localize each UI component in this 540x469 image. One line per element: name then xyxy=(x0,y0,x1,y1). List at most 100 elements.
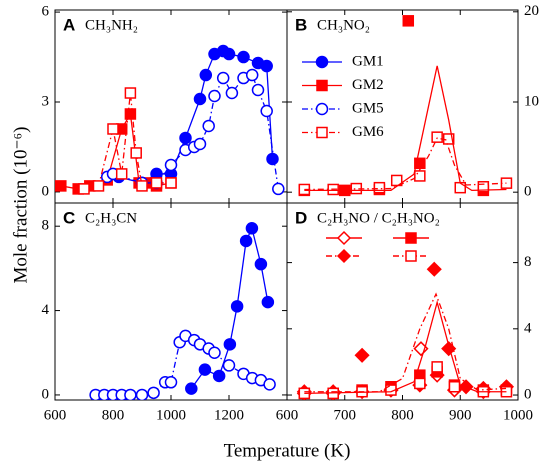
marker xyxy=(193,92,207,106)
series-line xyxy=(304,292,507,393)
plot-area xyxy=(296,261,515,400)
marker xyxy=(316,126,328,139)
series-line xyxy=(304,299,507,395)
panel-title: CH₃NH₂ xyxy=(85,17,138,33)
legend-label: GM6 xyxy=(352,124,384,140)
marker xyxy=(245,68,259,82)
legend-label: GM1 xyxy=(352,53,384,69)
plot-area xyxy=(89,222,276,400)
marker xyxy=(266,152,279,166)
marker xyxy=(199,68,213,82)
marker xyxy=(426,261,442,277)
plot-area xyxy=(298,15,513,197)
marker xyxy=(92,180,105,192)
plot-area xyxy=(55,44,285,196)
y-tick-label: 0 xyxy=(42,183,50,199)
y-tick-label: 10 xyxy=(524,93,539,109)
panel-title: C₂H₃NO / C₂H₃NO₂ xyxy=(317,210,440,226)
marker xyxy=(202,119,215,133)
x-tick-label: 900 xyxy=(449,407,472,423)
x-tick-label: 600 xyxy=(44,407,67,423)
marker xyxy=(193,137,207,151)
marker xyxy=(237,50,250,64)
y-axis-label: Mole fraction (10⁻⁶) xyxy=(10,127,31,284)
panel: 600 700 800 900 1000 0 4 8 D C₂H₃NO / C₂H₃NO₂ xyxy=(276,202,533,423)
marker xyxy=(354,347,370,363)
plot-frame xyxy=(286,202,519,401)
y-tick-label: 20 xyxy=(524,3,539,19)
marker xyxy=(185,382,198,395)
marker xyxy=(263,378,276,391)
y-tick-label: 3 xyxy=(42,93,50,109)
marker xyxy=(402,15,415,27)
panel-label: A xyxy=(63,15,75,34)
key-marker xyxy=(405,232,417,244)
marker xyxy=(124,87,137,99)
x-tick-label: 1200 xyxy=(214,407,244,423)
legend-label: GM2 xyxy=(352,77,384,93)
y-tick-label: 0 xyxy=(42,386,50,402)
marker xyxy=(198,363,212,376)
marker xyxy=(55,180,67,192)
panel-title: CH₃NO₂ xyxy=(317,17,370,33)
y-tick-label: 0 xyxy=(524,386,532,402)
x-tick-label: 600 xyxy=(276,407,299,423)
y-tick-label: 4 xyxy=(42,302,50,318)
panel-title: C₂H₃CN xyxy=(85,210,137,226)
y-tick-label: 8 xyxy=(42,218,50,234)
marker xyxy=(208,346,221,360)
marker xyxy=(222,359,236,372)
marker xyxy=(78,183,90,195)
marker xyxy=(448,381,461,393)
marker xyxy=(251,83,265,97)
marker xyxy=(272,182,285,196)
marker xyxy=(373,181,386,194)
x-tick-label: 1000 xyxy=(503,407,533,423)
marker xyxy=(165,177,177,189)
marker xyxy=(136,180,148,192)
panel-label: B xyxy=(295,15,307,34)
marker xyxy=(115,168,128,180)
key-marker xyxy=(336,248,352,264)
marker xyxy=(124,108,137,120)
marker xyxy=(454,181,466,194)
marker xyxy=(150,177,163,189)
marker xyxy=(431,131,443,143)
legend-label: GM5 xyxy=(352,100,384,116)
panel: 0 10 20 B CH₃NO₂ GM1 GM2 GM5 GM6 xyxy=(286,3,539,204)
marker xyxy=(431,361,443,373)
key-marker xyxy=(336,230,352,246)
y-tick-label: 6 xyxy=(42,4,50,20)
marker xyxy=(390,174,403,187)
marker xyxy=(414,157,426,170)
x-axis-label: Temperature (K) xyxy=(224,440,351,461)
marker xyxy=(107,123,119,135)
marker xyxy=(135,388,149,400)
x-tick-label: 800 xyxy=(102,407,125,423)
marker xyxy=(245,222,259,235)
x-tick-label: 800 xyxy=(391,407,414,423)
marker xyxy=(223,338,237,351)
marker xyxy=(124,388,137,400)
marker xyxy=(225,86,239,100)
y-tick-label: 0 xyxy=(524,184,532,200)
panel-label: C xyxy=(63,208,75,227)
marker xyxy=(260,59,273,73)
marker xyxy=(130,147,142,159)
x-tick-label: 700 xyxy=(334,407,357,423)
d-marker-key xyxy=(326,230,429,264)
marker xyxy=(316,79,328,92)
series-line xyxy=(304,137,507,191)
marker xyxy=(222,47,236,61)
marker xyxy=(239,234,253,248)
marker xyxy=(212,369,226,383)
marker xyxy=(179,131,192,145)
panel-label: D xyxy=(295,208,307,227)
marker xyxy=(477,181,490,193)
marker xyxy=(261,295,275,309)
marker xyxy=(414,170,426,182)
marker xyxy=(147,386,160,400)
marker xyxy=(164,376,178,389)
marker xyxy=(254,257,268,271)
marker xyxy=(208,89,221,103)
